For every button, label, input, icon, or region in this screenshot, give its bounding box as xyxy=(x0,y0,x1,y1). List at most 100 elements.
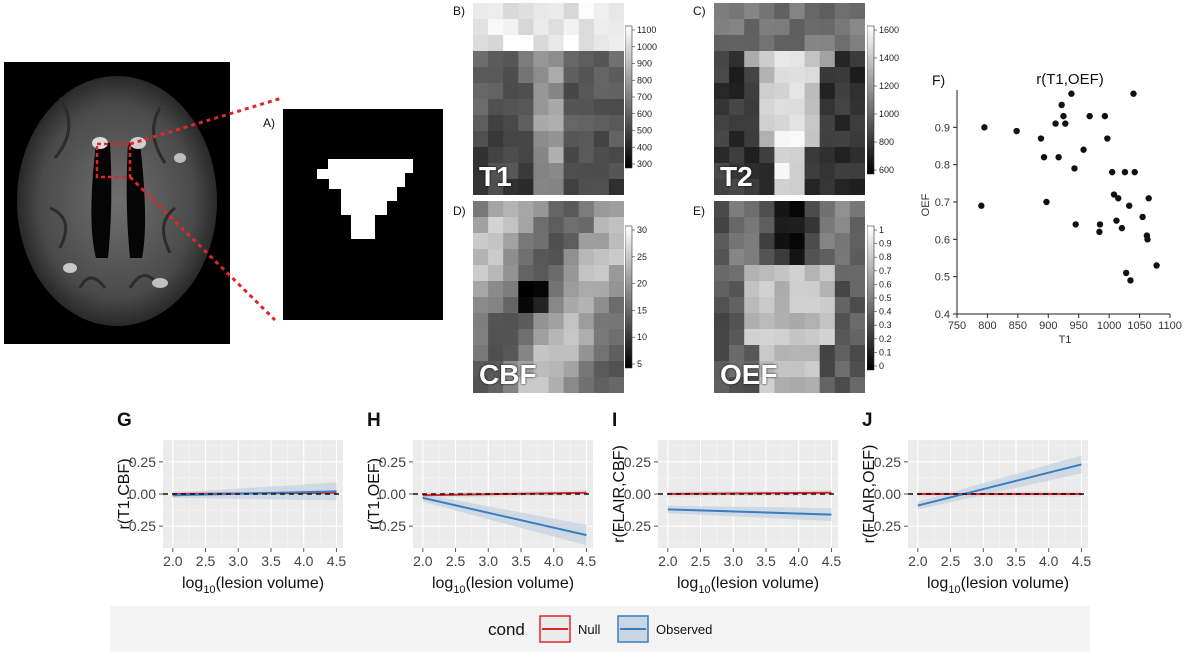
colorbar-tick-label: 700 xyxy=(637,92,652,102)
x-tick-label: 1000 xyxy=(1097,320,1121,332)
panel-letter: I xyxy=(612,410,617,431)
scatter-point xyxy=(1040,154,1048,161)
y-tick-label: 0.00 xyxy=(624,486,651,502)
x-tick-label: 4.5 xyxy=(327,553,347,569)
colorbar-tick-label: 5 xyxy=(637,359,642,369)
y-tick-label: 0.25 xyxy=(624,454,651,470)
scatter-point xyxy=(1113,217,1120,224)
x-tick-label: 750 xyxy=(948,320,966,332)
panel-h-chart: H 2.0 2.5 3.0 3.5 4.0 4.5 0.25 0.00 -0.25 log10(le… xyxy=(355,400,605,600)
scatter-point xyxy=(1108,168,1116,176)
scatter-point xyxy=(1122,269,1130,277)
colorbar-tick-label: 0.4 xyxy=(879,307,892,317)
colorbar-tick-label: 900 xyxy=(637,59,652,69)
scatter-point xyxy=(1080,146,1087,153)
colorbar-tick-label: 0.8 xyxy=(879,252,892,262)
panel-d-label: D) xyxy=(453,204,466,218)
cbf-colorbar: 30 25 20 15 10 5 xyxy=(624,222,665,372)
y-tick-label: 0.4 xyxy=(935,309,950,321)
chart-title: r(T1,OEF) xyxy=(1036,71,1104,88)
scatter-point xyxy=(1139,213,1146,221)
panel-i-chart: I 2.0 2.5 3.0 3.5 4.0 4.5 0.25 0.00 -0.25 log10(le… xyxy=(600,400,850,600)
scatter-point xyxy=(1096,221,1104,228)
x-tick-label: 3.0 xyxy=(229,553,249,569)
colorbar-tick-label: 300 xyxy=(637,159,652,169)
scatter-point xyxy=(1062,120,1069,127)
x-tick-label: 3.0 xyxy=(724,553,744,569)
scatter-point xyxy=(1068,90,1075,97)
oef-map: OEF xyxy=(714,201,865,393)
panel-e-label: E) xyxy=(693,204,705,218)
x-tick-label: 3.0 xyxy=(974,553,994,569)
scatter-point xyxy=(1118,224,1126,232)
t2-map: T2 xyxy=(714,3,865,195)
panel-b-label: B) xyxy=(453,4,465,18)
x-tick-label: 4.0 xyxy=(1039,553,1059,569)
x-tick-label: 4.5 xyxy=(1072,553,1092,569)
colorbar-tick-label: 800 xyxy=(879,137,894,147)
y-tick-label: 0.9 xyxy=(935,122,950,134)
scatter-point xyxy=(1013,127,1020,135)
t1-map: T1 xyxy=(473,3,624,195)
colorbar-tick-label: 1 xyxy=(879,225,884,235)
x-tick-label: 850 xyxy=(1009,320,1027,332)
scatter-point xyxy=(1058,101,1065,109)
colorbar-tick-label: 800 xyxy=(637,75,652,85)
panel-letter: G xyxy=(117,410,132,431)
x-tick-label: 3.5 xyxy=(511,553,531,569)
y-axis-label: r(T1,CBF) xyxy=(116,458,133,529)
y-tick-label: 0.6 xyxy=(935,234,950,246)
t1-colorbar: 1100 1000 900 800 700 600 500 400 300 xyxy=(624,22,665,172)
y-tick-label: 0.8 xyxy=(935,160,950,172)
x-tick-label: 2.0 xyxy=(658,553,678,569)
panel-g-chart: G 2.0 2.5 3.0 3.5 4.0 4.5 0.25 0.00 -0.25 log10(le… xyxy=(105,400,355,600)
y-tick-label: 0.25 xyxy=(379,454,406,470)
confidence-band-observed xyxy=(667,505,832,521)
colorbar-tick-label: 1000 xyxy=(637,42,657,52)
cbf-map-label: CBF xyxy=(479,359,537,390)
y-tick-label: -0.25 xyxy=(619,518,651,534)
x-tick-label: 2.0 xyxy=(163,553,183,569)
x-tick-label: 800 xyxy=(978,320,996,332)
colorbar-tick-label: 25 xyxy=(637,252,647,262)
y-tick-label: 0.00 xyxy=(379,486,406,502)
panel-c-label: C) xyxy=(693,4,706,18)
x-tick-label: 2.5 xyxy=(941,553,961,569)
legend-null-label: Null xyxy=(578,622,601,637)
panel-j-chart: J 2.0 2.5 3.0 3.5 4.0 4.5 0.25 0.00 -0.25 log10(le… xyxy=(850,400,1100,600)
y-tick-label: 0.7 xyxy=(935,197,950,209)
colorbar-tick-label: 1600 xyxy=(879,25,899,35)
flair-brain-image xyxy=(4,62,230,344)
colorbar-tick-label: 0.7 xyxy=(879,266,892,276)
colorbar-tick-label: 20 xyxy=(637,279,647,289)
zoom-lines xyxy=(128,96,283,322)
panel-letter: H xyxy=(367,410,381,431)
t2-map-label: T2 xyxy=(720,161,753,192)
y-axis-label: r(FLAIR,OEF) xyxy=(861,445,878,544)
panel-f-label: F) xyxy=(932,72,946,88)
scatter-point xyxy=(1043,198,1050,206)
scatter-point xyxy=(1101,112,1109,120)
legend-observed-label: Observed xyxy=(656,622,712,637)
legend-title: cond xyxy=(488,620,525,639)
colorbar-tick-label: 0.6 xyxy=(879,279,892,289)
x-tick-label: 1100 xyxy=(1158,320,1182,332)
x-tick-label: 1050 xyxy=(1127,320,1151,332)
x-tick-label: 4.0 xyxy=(544,553,564,569)
colorbar-tick-label: 1000 xyxy=(879,109,899,119)
scatter-point xyxy=(1096,228,1103,236)
x-tick-label: 950 xyxy=(1070,320,1088,332)
x-tick-label: 4.5 xyxy=(577,553,597,569)
x-tick-label: 4.0 xyxy=(294,553,314,569)
x-axis-label: T1 xyxy=(1059,334,1072,346)
scatter-point xyxy=(981,124,988,131)
colorbar-tick-label: 400 xyxy=(637,142,652,152)
scatter-point xyxy=(1121,168,1129,176)
x-axis-label: log10(lesion volume) xyxy=(182,575,324,596)
scatter-point xyxy=(1072,221,1079,228)
colorbar-tick-label: 30 xyxy=(637,225,647,235)
scatter-point xyxy=(1153,262,1160,269)
cbf-map: CBF xyxy=(473,201,624,393)
y-tick-label: 0.00 xyxy=(129,486,156,502)
x-tick-label: 4.0 xyxy=(789,553,809,569)
